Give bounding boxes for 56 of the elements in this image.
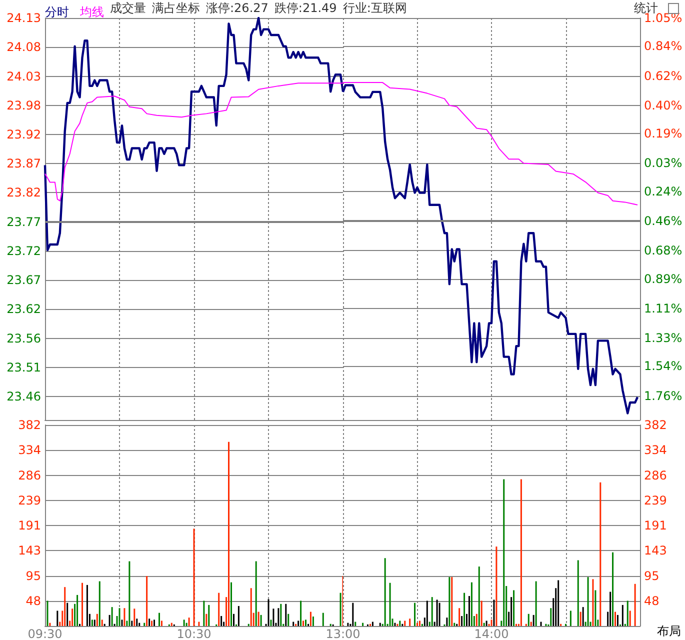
y-tick-label: 23.62: [6, 302, 41, 316]
y2-tick-label: 1.54%: [644, 359, 682, 374]
x-tick-label: 10:30: [176, 627, 212, 640]
y-tick-label: 23.51: [6, 360, 41, 374]
y2-tick-label: 239: [644, 493, 667, 508]
text: 分时: [45, 5, 69, 19]
text: 行业:互联网: [342, 0, 407, 17]
y2-tick-label: 143: [644, 544, 667, 558]
y2-tick-label: 0.03%: [644, 156, 682, 170]
y2-tick-label: 0.84%: [644, 39, 682, 54]
y-tick-label: 24.08: [6, 40, 41, 54]
y-tick-label: 23.67: [6, 273, 41, 288]
y-tick-label: 23.72: [6, 244, 41, 258]
y2-tick-label: 0.62%: [644, 68, 682, 83]
y2-tick-label: 0.68%: [644, 244, 682, 258]
y2-tick-label: 0.24%: [644, 184, 682, 198]
y-tick-label: 334: [18, 443, 41, 458]
y-tick-label: 23.87: [6, 156, 41, 171]
text: 满占坐标: [152, 0, 200, 17]
y2-tick-label: 1.11%: [644, 301, 682, 316]
x-tick-label: 09:30: [28, 627, 62, 640]
y-tick-label: 23.77: [6, 214, 41, 229]
y-tick-label: 23.46: [6, 390, 41, 404]
text: 涨停:26.27: [206, 0, 268, 17]
y2-tick-label: 1.33%: [644, 330, 682, 345]
y2-tick-label: 95: [644, 568, 660, 583]
y2-tick-label: 0.46%: [644, 214, 682, 228]
y-tick-label: 239: [18, 493, 41, 508]
text: 均线: [79, 5, 104, 19]
text: 统计: [634, 0, 658, 15]
y2-tick-label: 0.40%: [644, 98, 682, 112]
x-tick-label: 14:00: [474, 627, 509, 640]
y-tick-label: 23.98: [6, 98, 41, 112]
y-tick-label: 95: [26, 568, 41, 583]
y2-tick-label: 286: [644, 468, 667, 482]
y-tick-label: 48: [26, 594, 41, 608]
y2-tick-label: 382: [644, 418, 667, 432]
y-tick-label: 143: [18, 544, 41, 558]
text: 成交量: [110, 0, 146, 17]
y-tick-label: 191: [18, 518, 41, 532]
x-tick-label: 13:00: [326, 627, 360, 640]
y2-tick-label: 1.76%: [644, 388, 682, 403]
y-tick-label: 23.82: [6, 186, 41, 200]
text: 布局: [657, 624, 681, 638]
y2-tick-label: 191: [644, 518, 667, 532]
y2-tick-label: 0.89%: [644, 272, 682, 286]
text: 跌停:21.49: [274, 0, 337, 17]
y-tick-label: 23.56: [6, 331, 41, 346]
y-tick-label: 24.13: [6, 11, 41, 25]
y-tick-label: 24.03: [6, 69, 41, 84]
y2-tick-label: 48: [644, 594, 660, 608]
y-tick-label: 23.92: [6, 127, 41, 142]
y-tick-label: 286: [18, 468, 41, 482]
y2-tick-label: 0.19%: [644, 126, 682, 141]
y2-tick-label: 334: [644, 443, 667, 458]
y-tick-label: 382: [18, 418, 41, 432]
